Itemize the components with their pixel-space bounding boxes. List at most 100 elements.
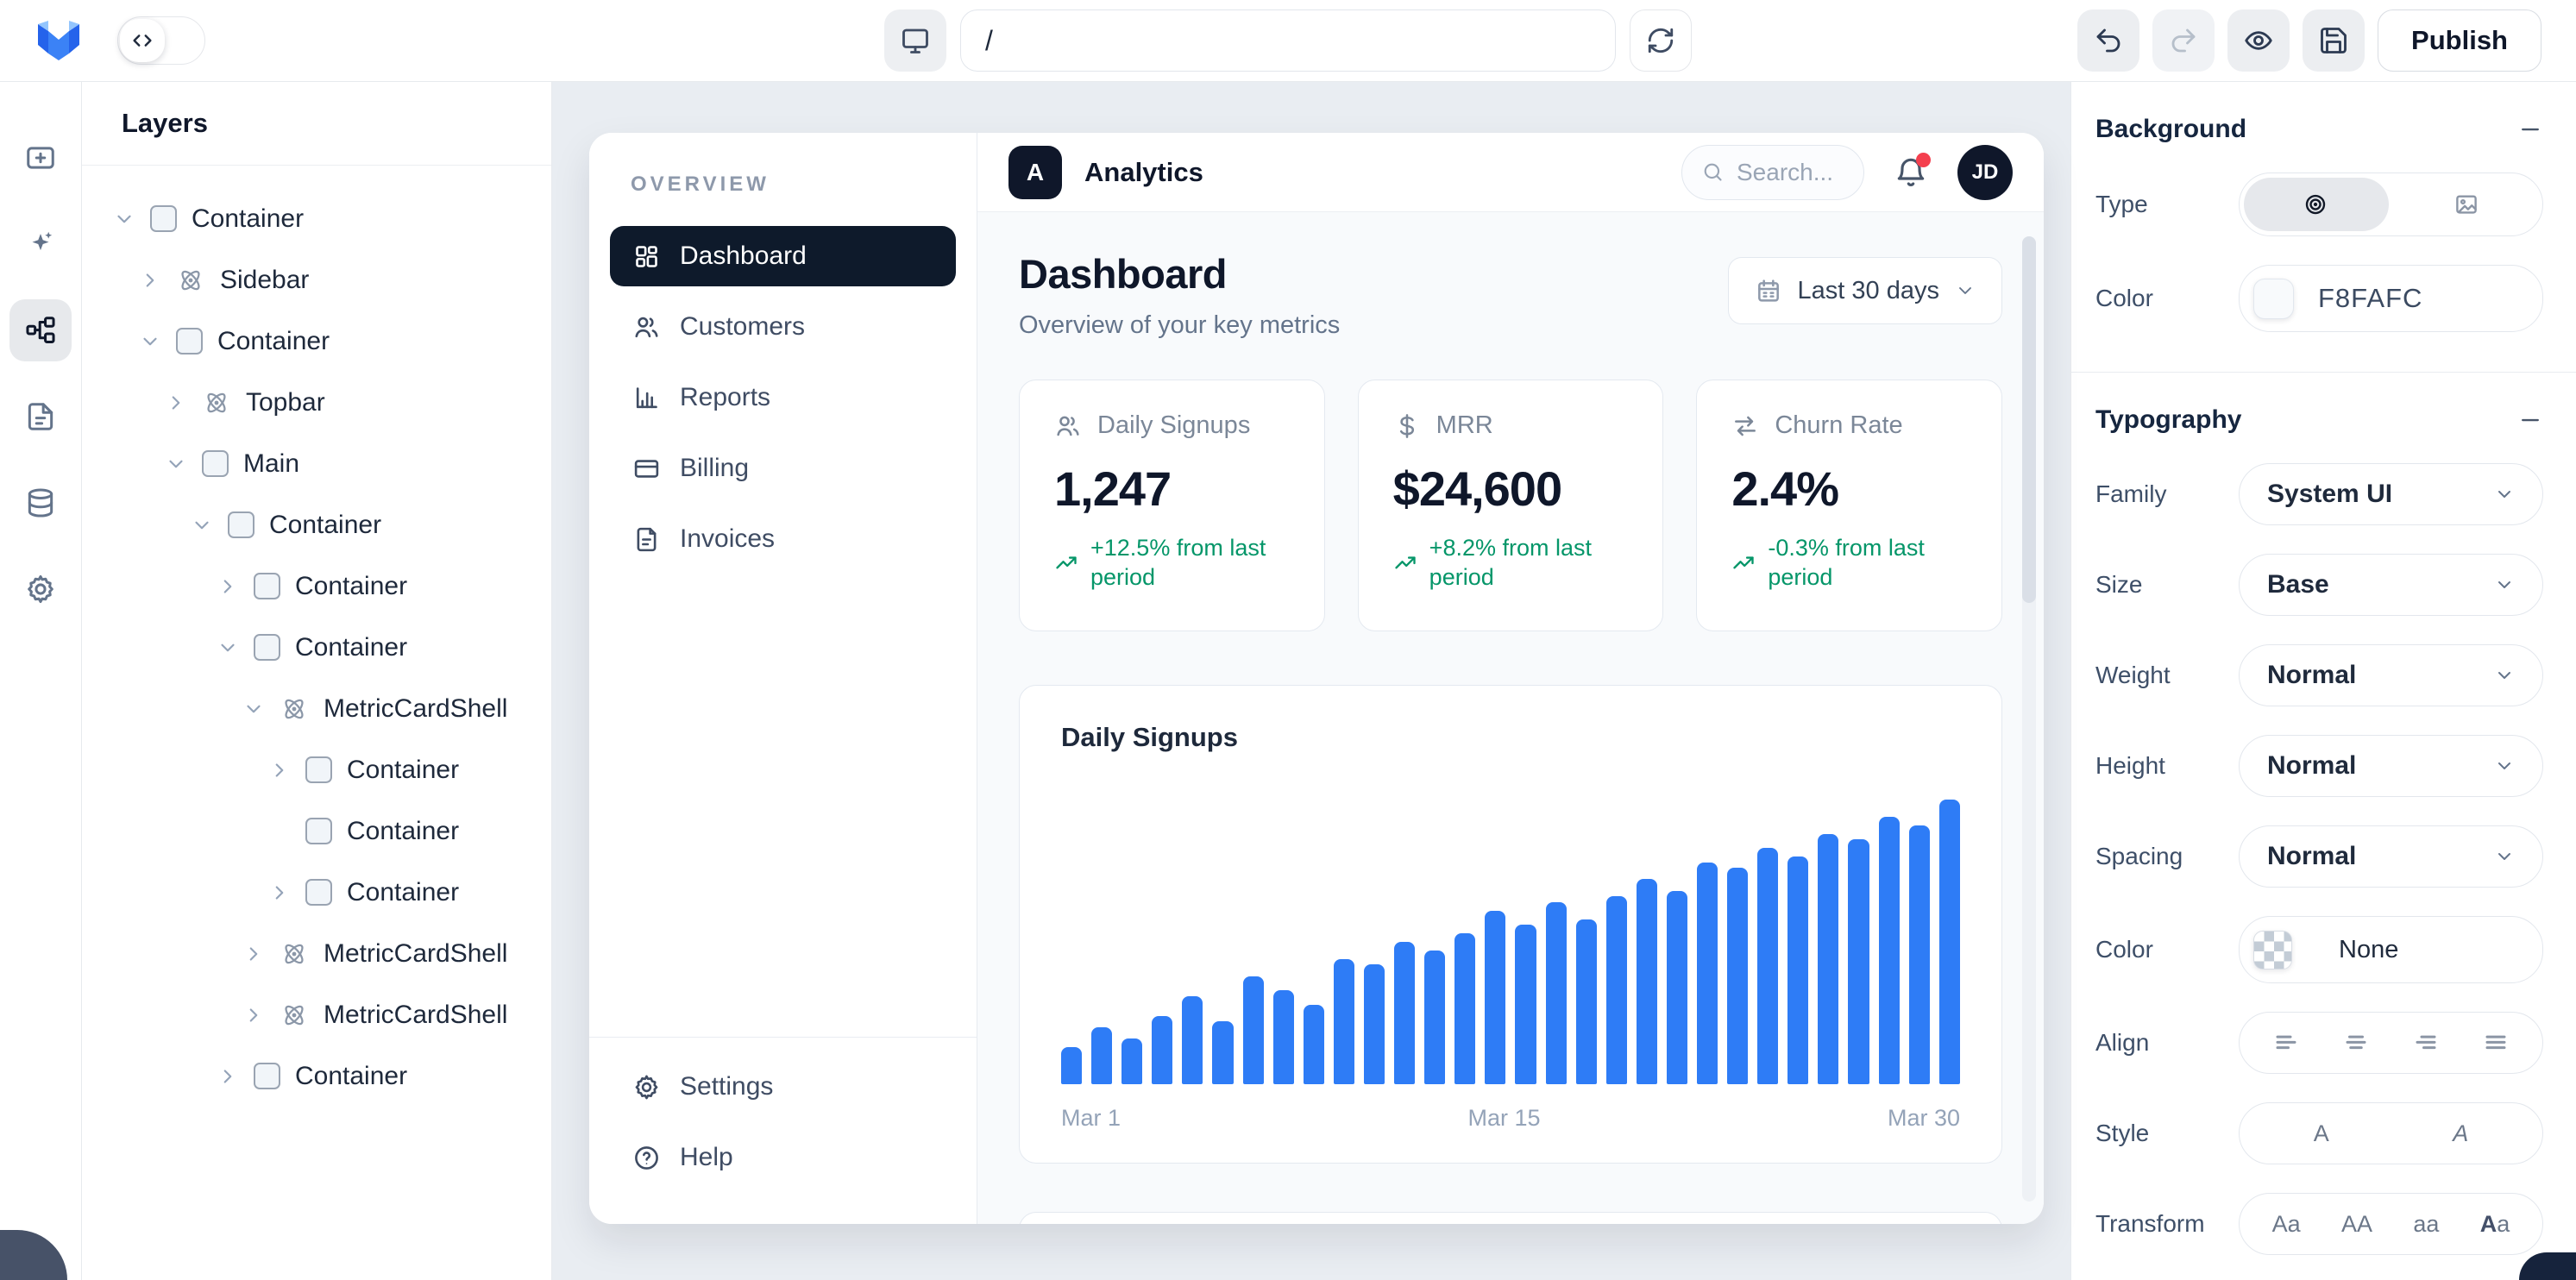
calendar-icon: [1755, 277, 1782, 304]
sidebar-item-invoices[interactable]: Invoices: [610, 509, 956, 569]
app-search-input[interactable]: Search...: [1681, 144, 1864, 200]
chevron-right-icon[interactable]: [268, 759, 291, 781]
chevron-down-icon: [2494, 756, 2515, 776]
metric-delta-text: +12.5% from last period: [1090, 535, 1266, 590]
save-button[interactable]: [2303, 9, 2366, 72]
height-select[interactable]: Normal: [2239, 735, 2543, 797]
size-select[interactable]: Base: [2239, 554, 2543, 616]
layer-row-container[interactable]: Container: [99, 800, 534, 862]
layer-row-metriccardshell[interactable]: MetricCardShell: [99, 984, 534, 1045]
layer-row-container[interactable]: Container: [99, 188, 534, 249]
sidebar-item-dashboard[interactable]: Dashboard: [610, 226, 956, 286]
style-option[interactable]: A: [2453, 1120, 2469, 1146]
user-avatar[interactable]: JD: [1957, 144, 2013, 200]
chevron-right-icon[interactable]: [165, 392, 187, 414]
sidebar-item-label: Customers: [680, 312, 806, 341]
chevron-right-icon[interactable]: [139, 269, 161, 292]
code-view-toggle[interactable]: [117, 16, 205, 65]
undo-button[interactable]: [2077, 9, 2140, 72]
layer-row-metriccardshell[interactable]: MetricCardShell: [99, 923, 534, 984]
layer-row-container[interactable]: Container: [99, 739, 534, 800]
chevron-right-icon[interactable]: [217, 575, 239, 598]
trending-up-icon: [1054, 551, 1078, 575]
app-content: Dashboard Overview of your key metrics L…: [977, 212, 2044, 1224]
layer-row-container[interactable]: Container: [99, 555, 534, 617]
align-justify-icon[interactable]: [2483, 1030, 2509, 1056]
users-icon: [632, 313, 661, 342]
chevron-down-icon[interactable]: [242, 698, 265, 720]
collapse-minus-icon[interactable]: [2517, 116, 2543, 142]
preview-scrollbar-thumb[interactable]: [2022, 236, 2036, 604]
layer-row-container[interactable]: Container: [99, 617, 534, 678]
layer-row-main[interactable]: Main: [99, 433, 534, 494]
metric-delta: +12.5% from last period: [1054, 534, 1270, 593]
typography-row-transform: Transform Aa AA aa Aa: [2095, 1193, 2543, 1255]
transparent-swatch-icon[interactable]: [2253, 930, 2292, 969]
chevron-right-icon[interactable]: [268, 882, 291, 904]
size-label: Size: [2095, 571, 2143, 598]
publish-button[interactable]: Publish: [2378, 9, 2541, 72]
radial-color-icon[interactable]: [2303, 191, 2328, 217]
sidebar-item-settings[interactable]: Settings: [610, 1057, 956, 1117]
url-input[interactable]: [960, 9, 1616, 72]
align-left-icon[interactable]: [2273, 1030, 2299, 1056]
text-color-field[interactable]: None: [2239, 916, 2543, 983]
redo-button[interactable]: [2152, 9, 2215, 72]
brand-logo-icon[interactable]: [35, 19, 83, 62]
align-right-icon[interactable]: [2413, 1030, 2439, 1056]
collapse-minus-icon[interactable]: [2517, 407, 2543, 433]
transform-option[interactable]: Aa: [2271, 1210, 2301, 1237]
transform-option[interactable]: aa: [2413, 1210, 2440, 1237]
spacing-select[interactable]: Normal: [2239, 825, 2543, 888]
layer-row-metriccardshell[interactable]: MetricCardShell: [99, 678, 534, 739]
rail-item-plus-box[interactable]: [9, 127, 72, 189]
background-section-title: Background: [2095, 115, 2247, 143]
color-swatch[interactable]: [2253, 278, 2294, 319]
align-center-icon[interactable]: [2343, 1030, 2369, 1056]
layer-row-topbar[interactable]: Topbar: [99, 372, 534, 433]
background-type-segmented-control[interactable]: [2239, 173, 2543, 236]
layer-row-container[interactable]: Container: [99, 494, 534, 555]
chevron-down-icon[interactable]: [165, 453, 187, 475]
image-icon[interactable]: [2453, 191, 2479, 217]
sidebar-item-help[interactable]: Help: [610, 1127, 956, 1188]
transform-option[interactable]: AA: [2341, 1210, 2373, 1237]
layer-row-container[interactable]: Container: [99, 311, 534, 372]
background-color-field[interactable]: F8FAFC: [2239, 265, 2543, 332]
notifications-button[interactable]: [1894, 152, 1931, 190]
chevron-right-icon[interactable]: [242, 943, 265, 965]
app-nav: Dashboard Customers Reports Billing Invoices: [589, 226, 977, 580]
layer-row-container[interactable]: Container: [99, 862, 534, 923]
chevron-right-icon[interactable]: [217, 1065, 239, 1088]
bar-mar-3: [1122, 1038, 1143, 1084]
weight-label: Weight: [2095, 662, 2171, 688]
chevron-down-icon[interactable]: [217, 637, 239, 659]
weight-select[interactable]: Normal: [2239, 644, 2543, 706]
component-atom-icon: [176, 266, 205, 295]
sidebar-item-customers[interactable]: Customers: [610, 297, 956, 357]
sidebar-item-reports[interactable]: Reports: [610, 367, 956, 428]
sidebar-item-billing[interactable]: Billing: [610, 438, 956, 499]
chevron-right-icon[interactable]: [242, 1004, 265, 1026]
layer-row-sidebar[interactable]: Sidebar: [99, 249, 534, 311]
preview-scrollbar[interactable]: [2022, 236, 2036, 1202]
family-select[interactable]: System UI: [2239, 463, 2543, 525]
transform-option[interactable]: Aa: [2479, 1210, 2510, 1237]
rail-item-file-text[interactable]: [9, 386, 72, 448]
rail-item-database[interactable]: [9, 472, 72, 534]
metric-delta: +8.2% from last period: [1393, 534, 1609, 593]
chevron-down-icon[interactable]: [113, 208, 135, 230]
rail-item-flow-tree[interactable]: [9, 299, 72, 361]
date-range-button[interactable]: Last 30 days: [1727, 257, 2002, 324]
style-option[interactable]: A: [2313, 1120, 2329, 1146]
rail-item-gear[interactable]: [9, 558, 72, 620]
container-box-icon: [305, 756, 332, 783]
refresh-button[interactable]: [1630, 9, 1692, 72]
chevron-down-icon[interactable]: [191, 514, 213, 536]
chevron-down-icon[interactable]: [139, 330, 161, 353]
canvas-area[interactable]: OVERVIEW Dashboard Customers Reports Billin…: [552, 82, 2070, 1280]
rail-item-sparkles[interactable]: [9, 213, 72, 275]
device-desktop-button[interactable]: [884, 9, 946, 72]
preview-button[interactable]: [2227, 9, 2290, 72]
layer-row-container[interactable]: Container: [99, 1045, 534, 1107]
